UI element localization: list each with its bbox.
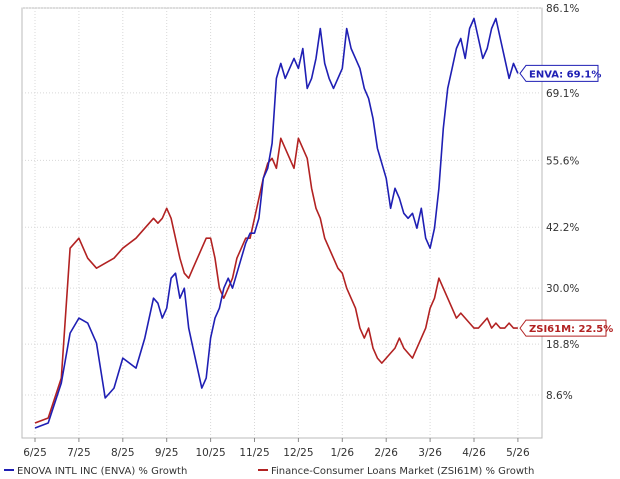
- y-tick-label: 8.6%: [546, 390, 573, 402]
- series-layer: [34, 17, 519, 429]
- x-tick-label: 12/25: [283, 447, 313, 459]
- series-line-0: [34, 17, 519, 429]
- x-tick-label: 10/25: [195, 447, 225, 459]
- y-tick-label: 55.6%: [546, 155, 579, 167]
- x-tick-label: 6/25: [23, 447, 47, 459]
- badge-box: [519, 64, 599, 82]
- legend-label: ENOVA INTL INC (ENVA) % Growth: [17, 466, 187, 477]
- y-tick-label: 86.1%: [546, 3, 579, 15]
- series-end-badge: ENVA: 69.1%: [519, 64, 601, 82]
- legend-item: Finance-Consumer Loans Market (ZSI61M) %…: [258, 466, 534, 477]
- y-tick-label: 30.0%: [546, 283, 579, 295]
- x-tick-label: 11/25: [239, 447, 269, 459]
- x-tick-label: 2/26: [374, 447, 398, 459]
- x-tick-label: 9/25: [155, 447, 179, 459]
- badge-label: ENVA: 69.1%: [529, 69, 601, 80]
- y-axis: 8.6% 18.8% 30.0% 42.2% 55.6% 69.1% 86.1%: [546, 3, 579, 402]
- series-line-1: [34, 137, 518, 424]
- y-tick-label: 18.8%: [546, 339, 579, 351]
- x-axis: 6/25 7/25 8/25 9/25 10/25 11/25 12/25 1/26 2/26 3…: [23, 438, 530, 459]
- badge-box: [519, 319, 607, 337]
- legend: ENOVA INTL INC (ENVA) % Growth Finance-Co…: [4, 466, 534, 477]
- x-tick-label: 7/25: [67, 447, 91, 459]
- plot-area: [21, 7, 543, 439]
- badge-layer: ENVA: 69.1% ZSI61M: 22.5%: [519, 64, 613, 337]
- legend-label: Finance-Consumer Loans Market (ZSI61M) %…: [271, 466, 534, 477]
- legend-item: ENOVA INTL INC (ENVA) % Growth: [4, 466, 187, 477]
- x-tick-label: 3/26: [418, 447, 442, 459]
- x-tick-label: 1/26: [331, 447, 355, 459]
- y-tick-label: 42.2%: [546, 222, 579, 234]
- x-tick-label: 4/26: [462, 447, 486, 459]
- x-tick-label: 8/25: [111, 447, 135, 459]
- series-end-badge: ZSI61M: 22.5%: [519, 319, 613, 337]
- badge-label: ZSI61M: 22.5%: [529, 324, 613, 335]
- x-tick-label: 5/26: [506, 447, 530, 459]
- y-tick-label: 69.1%: [546, 88, 579, 100]
